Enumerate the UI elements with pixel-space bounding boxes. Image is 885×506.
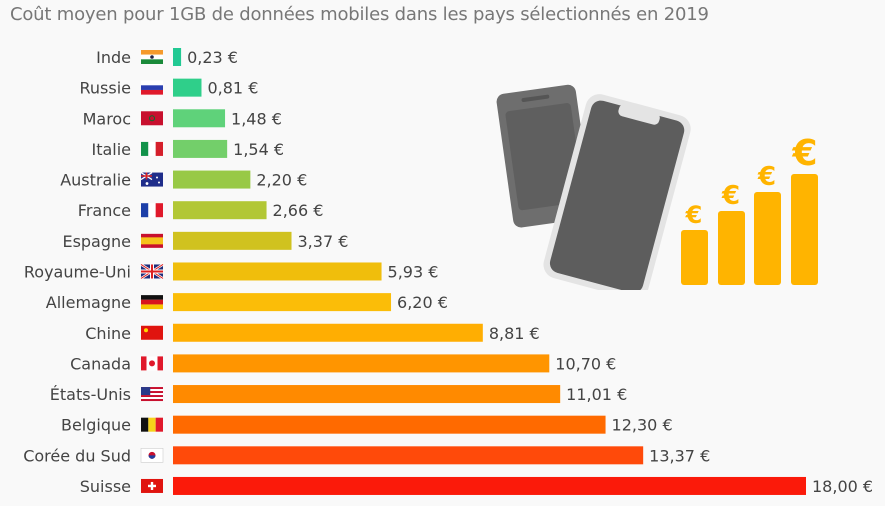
bar	[173, 139, 228, 158]
bar-row: Espagne 3,37 €	[62, 231, 349, 251]
phones-euro-illustration: € € € €	[496, 84, 818, 290]
value-label: 0,23 €	[187, 48, 238, 67]
bar-row: Belgique 12,30 €	[61, 415, 673, 435]
value-label: 2,20 €	[256, 171, 307, 190]
category-label: Inde	[96, 48, 131, 67]
bar	[173, 48, 182, 66]
bar-row: France 2,66 €	[78, 201, 324, 220]
flag-in-icon	[141, 50, 163, 64]
bar	[173, 446, 644, 465]
category-label: Maroc	[83, 109, 131, 128]
bar	[173, 385, 561, 404]
bar	[173, 354, 550, 373]
bar-row: Suisse 18,00 €	[80, 476, 873, 496]
bar-row: Corée du Sud 13,37 €	[23, 446, 710, 465]
bar-row: Canada 10,70 €	[70, 354, 616, 373]
value-label: 5,93 €	[388, 262, 439, 281]
flag-kr-icon	[140, 448, 164, 463]
flag-ch-icon	[141, 478, 163, 493]
bar-row: États-Unis 11,01 €	[50, 385, 627, 404]
bar-row: Maroc 1,48 €	[83, 109, 282, 128]
smartphone-icon	[543, 94, 691, 290]
category-label: Royaume-Uni	[24, 262, 131, 281]
value-label: 6,20 €	[397, 293, 448, 312]
bar	[173, 293, 392, 312]
bar	[173, 476, 806, 495]
value-label: 10,70 €	[555, 354, 616, 373]
flag-cn-icon	[141, 325, 163, 340]
value-label: 2,66 €	[273, 201, 324, 220]
bar	[173, 231, 292, 250]
value-label: 8,81 €	[489, 324, 540, 343]
value-label: 3,37 €	[298, 232, 349, 251]
bar	[173, 323, 483, 342]
chart-title: Coût moyen pour 1GB de données mobiles d…	[10, 4, 709, 25]
bar-row: Inde 0,23 €	[96, 48, 238, 67]
flag-ca-icon	[141, 356, 163, 371]
category-label: Australie	[60, 171, 131, 190]
category-label: Russie	[80, 79, 132, 98]
value-label: 1,54 €	[233, 140, 284, 159]
bar-row: Royaume-Uni 5,93 €	[24, 262, 439, 281]
svg-text:€: €	[685, 201, 703, 229]
svg-text:€: €	[721, 181, 740, 211]
category-label: Suisse	[80, 477, 131, 496]
flag-fr-icon	[141, 203, 163, 218]
category-label: Chine	[85, 324, 131, 343]
value-label: 12,30 €	[612, 416, 673, 435]
flag-us-icon	[141, 387, 163, 402]
bar	[173, 109, 226, 128]
euro-bars-icon: € € € €	[681, 133, 818, 285]
flag-gb-icon	[140, 263, 164, 280]
flag-es-icon	[141, 233, 163, 248]
svg-text:€: €	[757, 162, 776, 192]
bar-row: Allemagne 6,20 €	[46, 293, 448, 312]
bar	[173, 201, 267, 220]
category-label: France	[78, 201, 131, 220]
category-label: Espagne	[62, 232, 131, 251]
category-label: Belgique	[61, 416, 131, 435]
value-label: 11,01 €	[566, 385, 627, 404]
category-label: Italie	[91, 140, 131, 159]
bar	[173, 262, 382, 281]
flag-au-icon	[140, 172, 163, 187]
value-label: 1,48 €	[231, 109, 282, 128]
category-label: Corée du Sud	[23, 446, 131, 465]
flag-ma-icon	[141, 111, 163, 126]
value-label: 13,37 €	[649, 446, 710, 465]
category-label: États-Unis	[50, 385, 131, 404]
bar-row: Australie 2,20 €	[60, 170, 307, 190]
value-label: 18,00 €	[812, 477, 873, 496]
category-label: Canada	[70, 354, 131, 373]
category-label: Allemagne	[46, 293, 131, 312]
bar-row: Italie 1,54 €	[91, 139, 284, 159]
value-label: 0,81 €	[207, 79, 258, 98]
svg-text:€: €	[791, 133, 817, 174]
bar-row: Chine 8,81 €	[85, 323, 540, 343]
flag-it-icon	[141, 141, 163, 156]
bar	[173, 78, 202, 97]
flag-ru-icon	[141, 80, 163, 95]
flag-de-icon	[141, 295, 163, 310]
flag-be-icon	[141, 417, 163, 432]
bar	[173, 415, 606, 434]
bar	[173, 170, 251, 189]
bar-row: Russie 0,81 €	[80, 78, 258, 98]
